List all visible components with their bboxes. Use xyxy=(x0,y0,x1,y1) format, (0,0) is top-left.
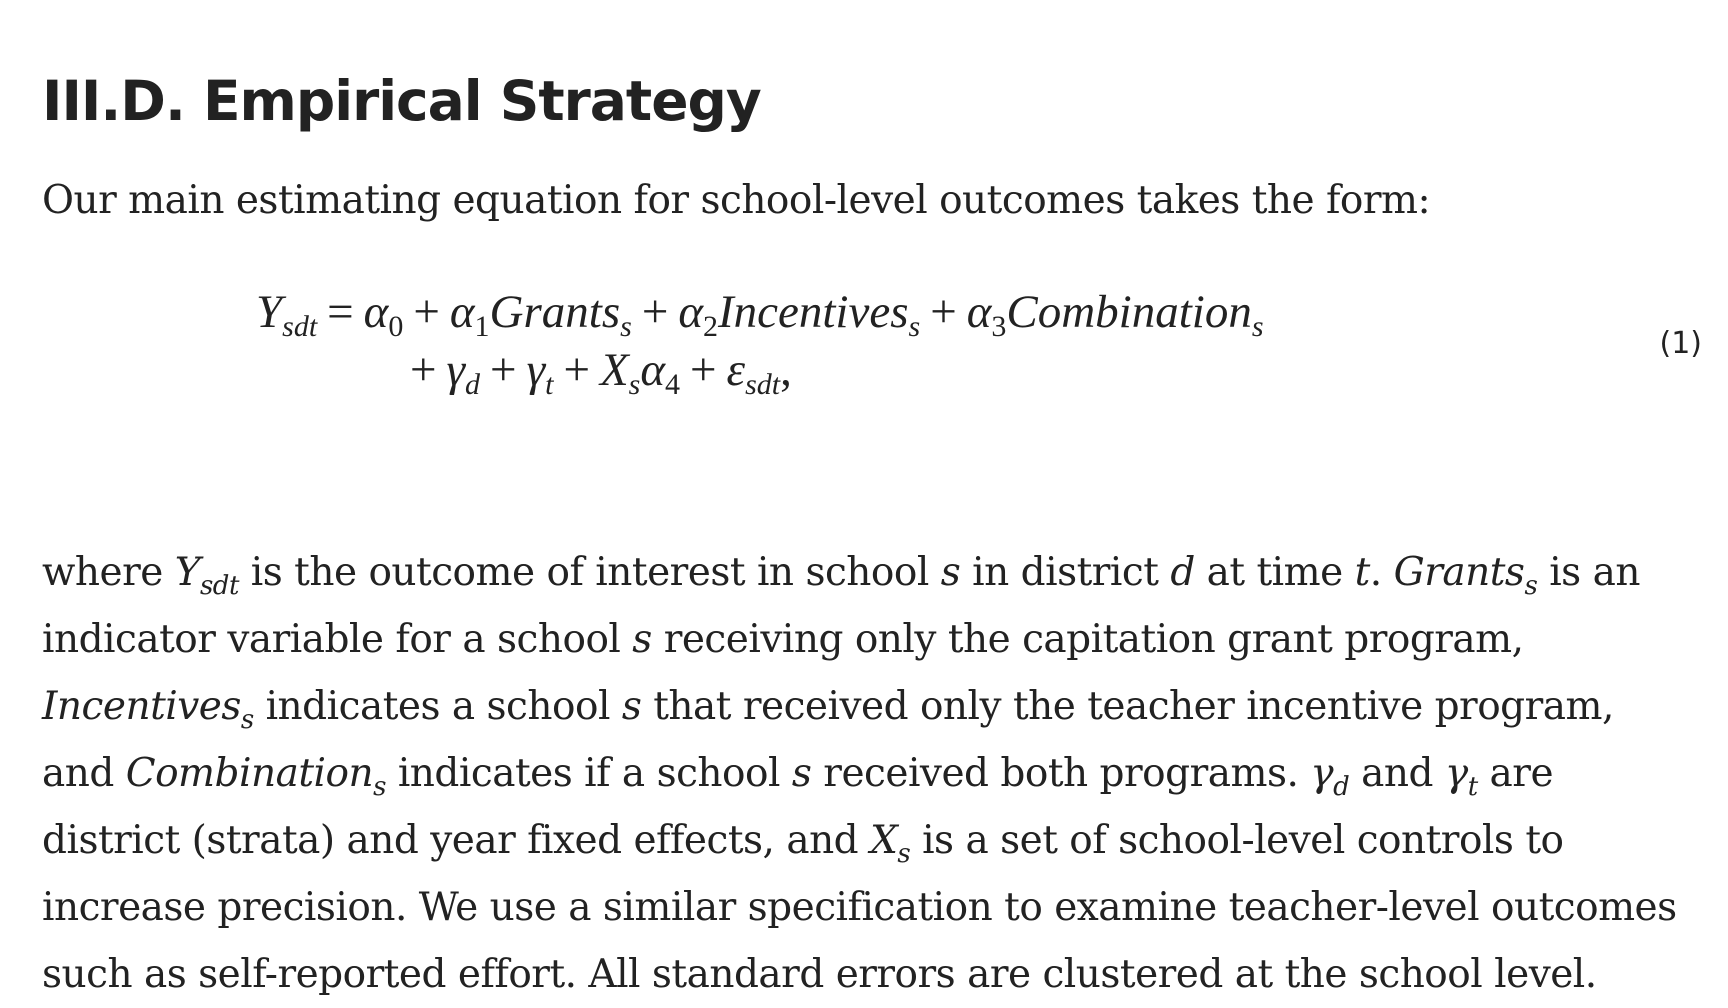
eq-alpha4-sub: 4 xyxy=(665,368,681,401)
eq-plus: + xyxy=(930,286,957,338)
eq-x-sub: s xyxy=(628,368,641,401)
eq-equals: = xyxy=(327,286,354,338)
text: . xyxy=(1369,550,1394,595)
eq-epsilon: ε xyxy=(726,344,746,396)
eq-alpha2-sub: 2 xyxy=(703,310,718,343)
eq-comma: , xyxy=(780,344,792,396)
intro-text: Our main estimating equation for school-… xyxy=(42,178,1431,223)
eq-alpha2: α xyxy=(678,286,703,338)
eq-combination-sub: s xyxy=(1251,310,1264,343)
eq-alpha1-sub: 1 xyxy=(474,310,490,343)
eq-plus: + xyxy=(413,286,440,338)
text: where xyxy=(42,550,175,595)
eq-incentives: Incentives xyxy=(718,286,909,338)
var-y: Y xyxy=(174,550,201,595)
equation-number: (1) xyxy=(1659,326,1703,361)
text: and xyxy=(1349,751,1445,796)
var-incentives-sub: s xyxy=(240,705,254,736)
text: is the outcome of interest in school xyxy=(238,550,941,595)
eq-gamma-t-sub: t xyxy=(545,368,554,401)
var-combination: Combination xyxy=(125,751,374,796)
text: that received only the teacher incentive… xyxy=(42,684,1614,796)
eq-x: X xyxy=(599,344,629,396)
var-d: d xyxy=(1170,550,1195,595)
var-t: t xyxy=(1354,550,1371,595)
text: is an indicator variable for a school xyxy=(42,550,1640,662)
var-s: s xyxy=(632,617,652,662)
eq-alpha1: α xyxy=(449,286,475,338)
eq-grants-sub: s xyxy=(620,310,632,343)
var-x: X xyxy=(870,818,898,863)
var-combination-sub: s xyxy=(373,772,386,803)
var-gamma-d: γ xyxy=(1310,751,1334,796)
eq-alpha3-sub: 3 xyxy=(991,310,1007,343)
var-gamma-t-sub: t xyxy=(1467,772,1478,803)
text: indicates a school xyxy=(253,684,622,729)
text: receiving only the capitation grant prog… xyxy=(651,617,1524,662)
var-incentives: Incentives xyxy=(42,684,241,729)
eq-gamma-d-sub: d xyxy=(465,368,481,401)
eq-alpha0-sub: 0 xyxy=(388,310,404,343)
eq-plus: + xyxy=(563,344,590,396)
eq-incentives-sub: s xyxy=(908,310,921,343)
eq-plus: + xyxy=(410,344,437,396)
text: indicates if a school xyxy=(385,751,792,796)
var-x-sub: s xyxy=(897,839,911,870)
eq-y-sub: sdt xyxy=(282,310,318,343)
body-paragraph: where Ysdt is the outcome of interest in… xyxy=(42,539,1692,1008)
eq-gamma-t: γ xyxy=(526,344,546,396)
text: received both programs. xyxy=(811,751,1311,796)
var-s: s xyxy=(791,751,812,796)
text: in district xyxy=(960,550,1171,595)
var-s: s xyxy=(940,550,961,595)
text: is a set of school-level controls to inc… xyxy=(42,818,1677,997)
text: at time xyxy=(1194,550,1355,595)
var-grants: Grants xyxy=(1393,550,1525,595)
eq-epsilon-sub: sdt xyxy=(745,368,781,401)
eq-alpha4: α xyxy=(640,344,666,396)
eq-plus: + xyxy=(641,286,669,338)
var-gamma-t: γ xyxy=(1444,751,1468,796)
eq-alpha0: α xyxy=(363,286,389,338)
section-heading: III.D. Empirical Strategy xyxy=(42,68,762,133)
eq-gamma-d: γ xyxy=(446,344,466,396)
var-y-sub: sdt xyxy=(199,571,239,602)
eq-alpha3: α xyxy=(966,286,992,338)
equation-line-1: Ysdt = α0 + α1Grantss + α2Incentivess + α3Combin… xyxy=(256,283,1264,343)
eq-y: Y xyxy=(256,286,283,338)
eq-grants: Grants xyxy=(489,286,621,338)
var-gamma-d-sub: d xyxy=(1333,772,1350,803)
var-grants-sub: s xyxy=(1524,571,1538,602)
text: are district (strata) and year fixed eff… xyxy=(42,751,1554,863)
eq-plus: + xyxy=(690,344,717,396)
equation-line-2: + γd + γt + Xsα4 + εsdt, xyxy=(400,341,792,401)
eq-combination: Combination xyxy=(1006,286,1252,338)
var-s: s xyxy=(621,684,642,729)
eq-plus: + xyxy=(490,344,517,396)
